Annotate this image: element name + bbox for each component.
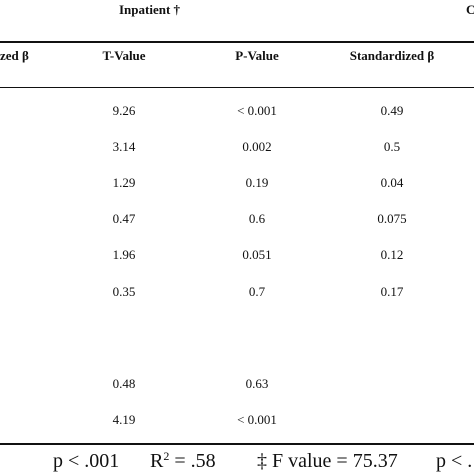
footer-p-value-partial: p < . [436, 450, 473, 472]
p-value-cell: 0.7 [248, 284, 266, 299]
column-header-p-value: P-Value [235, 48, 279, 63]
p-value-cell: < 0.001 [237, 412, 277, 427]
t-value-cell: 0.47 [112, 211, 136, 226]
t-value-cell: 9.26 [112, 103, 136, 118]
table-bottom-rule [0, 443, 474, 445]
t-value-cell: 0.48 [112, 376, 136, 391]
group-header-inpatient: Inpatient † [119, 2, 181, 17]
t-value-cell: 1.96 [112, 247, 136, 262]
standardized-beta-cell: 0.17 [380, 284, 404, 299]
standardized-beta-cell: 0.04 [380, 175, 404, 190]
footer-p-value: p < .001 [53, 450, 120, 472]
standardized-beta-cell: 0.075 [377, 211, 407, 226]
p-value-cell: 0.19 [245, 175, 269, 190]
standardized-beta-cell: 0.12 [380, 247, 404, 262]
column-header-t-value: T-Value [102, 48, 146, 63]
r-squared-value: = .58 [169, 450, 216, 472]
t-value-cell: 0.35 [112, 284, 136, 299]
column-header-standardized-beta-partial: zed β [0, 48, 29, 63]
p-value-cell: 0.6 [248, 211, 266, 226]
r-squared-label: R [150, 450, 164, 472]
t-value-cell: 1.29 [112, 175, 136, 190]
p-value-cell: 0.051 [242, 247, 272, 262]
standardized-beta-cell: 0.49 [380, 103, 404, 118]
p-value-cell: 0.63 [245, 376, 269, 391]
standardized-beta-cell: 0.5 [383, 139, 401, 154]
column-header-standardized-beta: Standardized β [349, 48, 435, 63]
group-header-next-partial: C [466, 2, 474, 17]
footer-f-value: ‡ F value = 75.37 [257, 450, 398, 472]
p-value-cell: 0.002 [242, 139, 272, 154]
header-bottom-rule [0, 87, 474, 88]
p-value-cell: < 0.001 [237, 103, 277, 118]
r-squared-superscript: 2 [163, 449, 170, 463]
footer-r-squared: R2 = .58 [150, 450, 216, 473]
t-value-cell: 3.14 [112, 139, 136, 154]
t-value-cell: 4.19 [112, 412, 136, 427]
table-top-rule [0, 41, 474, 43]
